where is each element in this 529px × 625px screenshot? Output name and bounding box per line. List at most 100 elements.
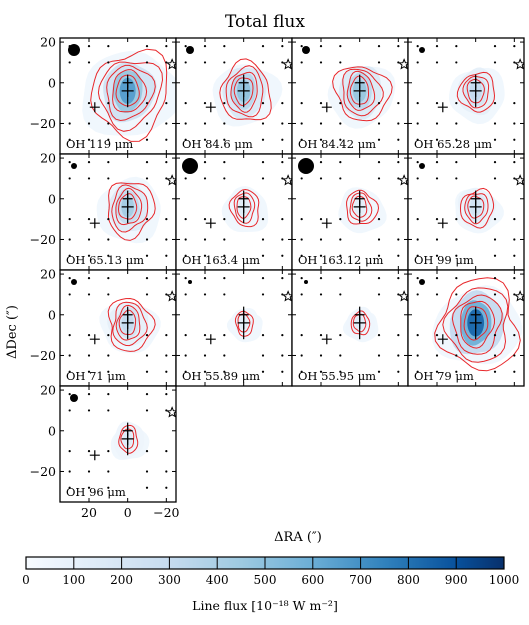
raster-point <box>261 354 265 357</box>
panel-plot-area: OH 84.42 μm <box>292 38 408 154</box>
panel-plot-area: OH 96 μm <box>60 386 176 502</box>
raster-point <box>107 61 110 64</box>
raster-point <box>203 277 207 280</box>
raster-point <box>165 238 168 241</box>
raster-point <box>435 334 439 337</box>
panel-line-label: OH 96 μm <box>66 485 126 499</box>
raster-point <box>416 102 419 105</box>
raster-point <box>377 45 381 48</box>
raster-point <box>397 254 400 257</box>
raster-point <box>145 238 149 241</box>
raster-point <box>300 122 303 125</box>
raster-point <box>223 277 226 280</box>
raster-point <box>435 122 439 125</box>
beam-size-marker <box>419 279 425 285</box>
raster-point <box>455 122 458 125</box>
panel: OH 119 μm <box>59 37 177 155</box>
raster-point <box>107 277 110 280</box>
raster-point <box>300 277 303 280</box>
raster-point <box>261 218 265 221</box>
raster-point <box>319 293 323 296</box>
flux-contour <box>346 189 380 225</box>
raster-point <box>145 102 149 105</box>
raster-point <box>223 254 226 257</box>
raster-point <box>397 334 400 337</box>
offset-marker-plus <box>321 102 332 113</box>
raster-point <box>416 370 419 373</box>
raster-point <box>300 218 303 221</box>
raster-point <box>87 218 91 221</box>
raster-point <box>493 254 497 257</box>
raster-point <box>184 61 187 64</box>
panel: OH 71 μm <box>59 269 177 387</box>
raster-point <box>339 122 342 125</box>
raster-point <box>184 122 187 125</box>
flux-contour <box>442 287 509 363</box>
raster-point <box>261 238 265 241</box>
raster-point <box>513 277 516 280</box>
raster-point <box>455 218 458 221</box>
raster-point <box>68 218 71 221</box>
colorbar-ticks: 0 100 200 300 400 500 600 700 800 900 1000 <box>22 557 519 587</box>
raster-point <box>435 61 439 64</box>
raster-point <box>261 61 265 64</box>
raster-point <box>87 334 91 337</box>
raster-point <box>165 354 168 357</box>
x-axis-label: ΔRA (″) <box>274 530 322 545</box>
raster-point <box>184 102 187 105</box>
beam-size-marker <box>71 279 77 285</box>
raster-point <box>68 61 71 64</box>
raster-point <box>435 254 439 257</box>
raster-point <box>184 238 187 241</box>
y-tick-label: 20 <box>40 267 56 282</box>
raster-point <box>281 254 284 257</box>
colorbar-tick-label: 100 <box>62 573 85 587</box>
panel-plot-area: OH 65.13 μm <box>60 154 176 270</box>
raster-point <box>107 334 110 337</box>
raster-point <box>223 161 226 164</box>
raster-point <box>184 370 187 373</box>
raster-point <box>145 138 149 141</box>
raster-point <box>68 177 71 180</box>
raster-point <box>165 450 168 453</box>
raster-point <box>377 254 381 257</box>
raster-point <box>107 102 110 105</box>
raster-point <box>339 45 342 48</box>
raster-point <box>223 354 226 357</box>
raster-point <box>165 470 168 473</box>
raster-point <box>87 277 91 280</box>
raster-point <box>281 277 284 280</box>
raster-point <box>455 334 458 337</box>
raster-point <box>281 354 284 357</box>
flux-contour <box>225 65 264 118</box>
panel-plot-area: OH 99 μm <box>408 154 524 270</box>
beam-size-marker <box>186 46 194 54</box>
raster-point <box>319 218 323 221</box>
flux-contour <box>115 304 141 341</box>
raster-point <box>377 218 381 221</box>
x-tick-labels: 20 0 −20 <box>81 505 180 520</box>
raster-point <box>223 238 226 241</box>
flux-contour <box>459 187 495 229</box>
raster-point <box>145 450 149 453</box>
raster-point <box>145 254 149 257</box>
raster-point <box>513 334 516 337</box>
panel: OH 65.13 μm <box>59 153 177 271</box>
raster-point <box>184 277 187 280</box>
raster-point <box>184 45 187 48</box>
raster-point <box>107 138 110 141</box>
raster-point <box>319 161 323 164</box>
raster-point <box>223 122 226 125</box>
flux-contour <box>228 188 260 228</box>
raster-point <box>513 218 516 221</box>
raster-point <box>203 138 207 141</box>
raster-point <box>87 102 91 105</box>
raster-point <box>513 138 516 141</box>
raster-point <box>261 254 265 257</box>
flux-contour <box>346 70 376 111</box>
offset-marker-plus <box>321 218 332 229</box>
raster-point <box>145 161 149 164</box>
raster-point <box>87 393 91 396</box>
panel-line-label: OH 99 μm <box>414 253 474 267</box>
